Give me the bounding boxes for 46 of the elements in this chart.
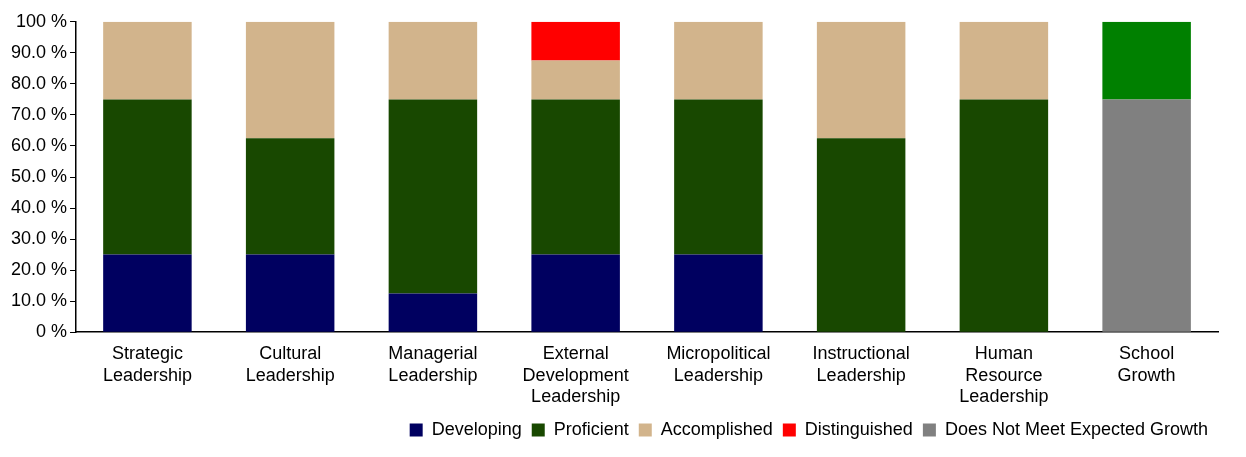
x-tick-label: Instructional Leadership — [812, 342, 910, 385]
bar — [388, 293, 478, 332]
legend-label: Developing — [431, 418, 522, 439]
x-tick-label: Strategic Leadership — [102, 342, 192, 385]
bar — [245, 21, 335, 139]
y-tick-label: 70.0 % — [10, 103, 68, 124]
y-tick-label: 80.0 % — [10, 72, 68, 93]
bar — [388, 21, 478, 100]
bar — [674, 99, 763, 255]
bar — [103, 254, 192, 332]
y-tick-label: 50.0 % — [10, 165, 68, 186]
bar — [674, 254, 763, 332]
bar — [245, 254, 335, 332]
bar — [531, 21, 620, 61]
bar — [959, 21, 1049, 100]
y-tick-label: 100 % — [15, 10, 68, 31]
y-tick-label: 10.0 % — [10, 290, 68, 311]
bar — [388, 99, 478, 294]
y-tick-label: 40.0 % — [10, 197, 68, 218]
y-tick-label: 0 % — [36, 321, 68, 342]
y-tick-label: 20.0 % — [10, 259, 68, 280]
legend-label: Accomplished — [660, 418, 773, 439]
x-tick-label: Micropolitical Leadership — [666, 342, 771, 385]
bar — [1102, 21, 1191, 100]
x-tick-label: Human Resource Leadership — [959, 342, 1049, 407]
y-tick-label: 90.0 % — [10, 41, 68, 62]
bar — [531, 99, 620, 255]
bar — [674, 21, 763, 100]
legend-label: Distinguished — [804, 418, 913, 439]
legend-label: Does Not Meet Expected Growth — [944, 418, 1209, 439]
legend-label: Proficient — [553, 418, 629, 439]
bar — [959, 99, 1049, 332]
bar — [816, 138, 906, 332]
x-tick-label: School Growth — [1117, 342, 1176, 385]
bar — [103, 21, 192, 100]
bar — [531, 60, 620, 100]
x-tick-label: Cultural Leadership — [245, 342, 335, 385]
bar — [103, 99, 192, 255]
bar — [816, 21, 906, 139]
bar — [1102, 99, 1191, 332]
x-tick-label: Managerial Leadership — [388, 342, 478, 385]
bar — [531, 254, 620, 332]
y-tick-label: 60.0 % — [10, 134, 68, 155]
y-tick-label: 30.0 % — [10, 228, 68, 249]
bar — [245, 138, 335, 255]
x-tick-label: External Development Leadership — [522, 342, 629, 407]
